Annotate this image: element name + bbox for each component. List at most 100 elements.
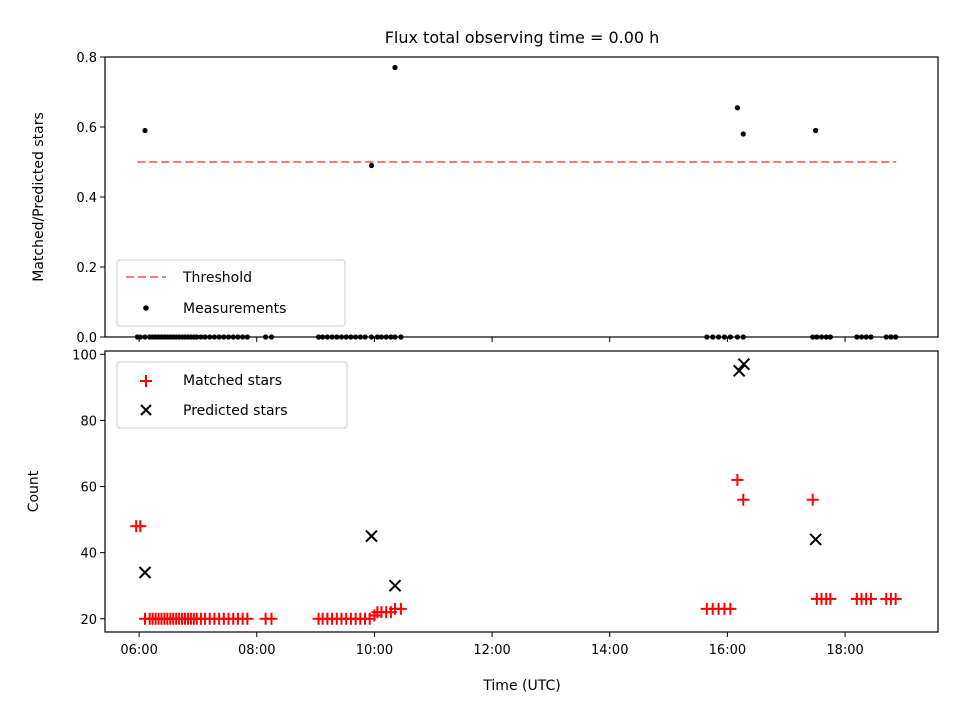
matched-point [724,602,737,615]
predicted-point [737,358,751,371]
measurement-point [740,334,746,340]
measurement-point [721,334,728,340]
measurement-point [893,334,899,340]
measurement-point [142,127,148,134]
measurement-point [348,334,354,340]
measurement-point [240,334,246,340]
legend-measurements-swatch [143,305,149,311]
count-legend-box [116,361,348,429]
measurement-point [734,334,740,340]
measurement-point [868,334,874,340]
measurement-point [378,334,385,340]
measurement-point [827,334,833,340]
y-tick-label: 0.4 [76,191,97,206]
measurement-point [353,334,359,340]
matched-point [889,592,902,605]
measurement-point [137,334,143,340]
measurement-point [315,334,322,340]
measurement-point [194,334,200,340]
measurement-point [814,334,820,340]
x-tick-label: 18:00 [826,643,863,658]
ratio-x-axis [138,337,846,342]
y-tick-label: 0.8 [76,51,97,66]
legend-matched-swatch [140,375,152,387]
matched-point [265,612,278,625]
measurement-point [823,334,829,340]
y-tick-label: 60 [80,481,97,496]
predicted-point [388,579,402,592]
predicted-point [809,533,822,546]
measurement-point [268,334,275,340]
measurement-point [863,334,869,340]
x-tick-label: 16:00 [709,643,746,658]
measurement-point [368,334,375,340]
y-tick-label: 20 [80,613,97,628]
predicted-point [138,566,152,579]
measurement-point [810,334,816,340]
measurement-point [818,334,825,340]
count-panel: 20 40 60 80 100 06:00 08:00 10:00 12:00 14:00 16:… [26,348,939,694]
measurement-point [343,334,349,340]
matched-point [824,592,837,605]
measurement-point [388,334,394,340]
y-tick-label: 80 [80,414,97,429]
count-x-axis-label: Time (UTC) [482,678,560,694]
measurement-point [211,334,218,340]
measurement-point [235,334,241,340]
x-tick-label: 12:00 [473,643,510,658]
count-y-axis: 20 40 60 80 100 [72,348,105,628]
measurement-point [202,334,208,340]
matched-point [731,473,744,486]
measurement-point [854,334,860,340]
y-tick-label: 0.6 [76,121,97,136]
measurement-point [216,334,222,340]
measurement-point [374,334,380,340]
matched-point [134,520,147,533]
measurement-point [710,334,716,340]
measurement-point [392,334,398,340]
y-tick-label: 0.2 [76,261,97,276]
measurement-point [225,334,232,340]
y-tick-label: 100 [72,348,97,363]
matched-point [806,493,819,506]
legend-matched-label: Matched stars [183,373,282,389]
measurement-point [329,334,335,340]
measurement-point [383,334,389,340]
x-tick-label: 14:00 [591,643,628,658]
measurement-point [230,334,236,340]
legend-measurements-label: Measurements [183,301,286,317]
measurement-point [221,334,227,340]
measurement-point [368,162,375,169]
ratio-y-axis-label: Matched/Predicted stars [31,112,47,282]
matched-point [864,592,877,605]
measurement-point [262,334,269,340]
ratio-legend: Threshold Measurements [116,259,346,327]
measurement-point [244,334,250,340]
matched-point [241,612,254,625]
legend-predicted-swatch [140,404,152,416]
count-panel-frame [104,350,939,633]
measurement-point [142,334,148,340]
ratio-panel: 0.00.20.40.60.8 Matched/Predicted stars … [31,51,939,346]
predicted-point [365,529,378,543]
matched-point [737,493,750,506]
legend-predicted-label: Predicted stars [183,403,288,419]
measurement-point [357,334,363,340]
measurement-point [715,334,722,340]
count-legend: Matched stars Predicted stars [116,361,348,429]
x-tick-label: 08:00 [238,643,275,658]
measurement-point [727,334,733,340]
y-tick-label: 0.0 [76,331,97,346]
x-tick-label: 10:00 [356,643,393,658]
chart-title: Flux total observing time = 0.00 h [385,28,660,47]
ratio-y-axis: 0.0 0.2 0.4 0.6 0.8 [76,51,105,346]
measurement-point [320,334,326,340]
x-tick-label: 06:00 [120,643,157,658]
ratio-legend-box [116,259,346,327]
predicted-point [732,364,746,378]
ratio-plot-area [134,64,899,340]
measurement-point [858,334,865,340]
matched-point [394,602,407,615]
measurement-point [883,334,889,340]
